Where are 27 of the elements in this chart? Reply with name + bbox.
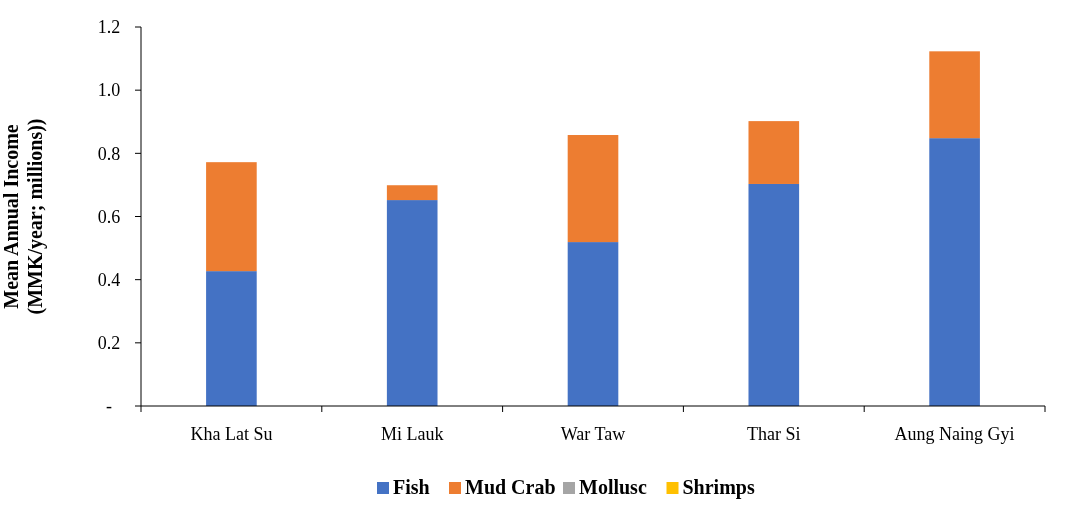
y-tick-label: 0.6 bbox=[97, 206, 121, 227]
bar bbox=[748, 183, 800, 406]
x-tick-label: Mi Lauk bbox=[380, 424, 444, 444]
y-tick-label: 0.8 bbox=[97, 143, 121, 164]
y-tick-label: 1.2 bbox=[97, 17, 121, 38]
y-tick-label: 0.4 bbox=[97, 269, 121, 290]
legend-label: Mollusc bbox=[579, 476, 647, 498]
x-tick-label: Thar Si bbox=[747, 424, 801, 444]
bar bbox=[206, 162, 257, 272]
x-tick-label: Kha Lat Su bbox=[190, 424, 273, 444]
y-tick-label: - bbox=[106, 396, 112, 417]
legend-label: Fish bbox=[393, 476, 430, 498]
legend-label: Mud Crab bbox=[465, 476, 556, 498]
y-tick-label: 0.2 bbox=[97, 333, 121, 354]
bar bbox=[929, 51, 980, 139]
y-tick-label: 1.0 bbox=[97, 80, 121, 101]
bar bbox=[386, 185, 438, 201]
bar bbox=[386, 200, 438, 406]
bar bbox=[748, 121, 800, 184]
legend-label: Shrimps bbox=[682, 476, 755, 499]
bar bbox=[206, 271, 257, 406]
bar bbox=[929, 138, 980, 406]
y-axis-title: Mean Annual Income (MMK/year; millions)) bbox=[0, 118, 47, 315]
bar bbox=[567, 242, 619, 406]
x-tick-label: Aung Naing Gyi bbox=[894, 424, 1015, 444]
x-tick-label: War Taw bbox=[560, 424, 626, 444]
bar bbox=[567, 135, 619, 243]
